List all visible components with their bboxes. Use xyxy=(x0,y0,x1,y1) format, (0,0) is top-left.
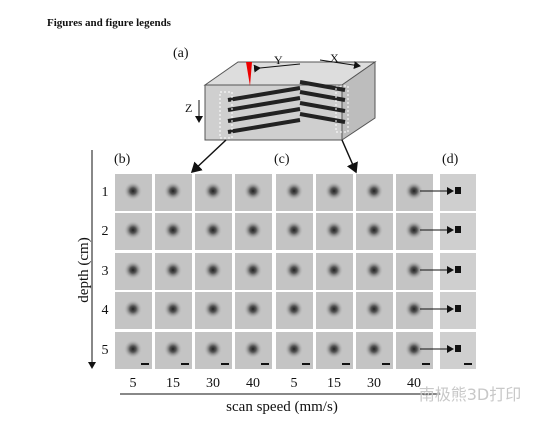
depth-label: 1 xyxy=(102,185,109,200)
depth-label: 2 xyxy=(102,224,109,239)
spot xyxy=(124,221,142,239)
scale-bar xyxy=(422,363,430,365)
spot xyxy=(325,340,343,358)
speed-label: 15 xyxy=(166,376,180,391)
spot xyxy=(325,261,343,279)
panel-label: (c) xyxy=(274,152,290,167)
pore xyxy=(455,187,461,194)
spot xyxy=(405,300,423,318)
scale-bar xyxy=(342,363,350,365)
depth-label: 4 xyxy=(102,303,109,318)
panel-label: (b) xyxy=(114,152,131,167)
spot xyxy=(365,261,383,279)
speed-label: 15 xyxy=(327,376,341,391)
depth-axis-label: depth (cm) xyxy=(76,237,92,302)
spot xyxy=(285,261,303,279)
spot xyxy=(365,300,383,318)
scale-bar xyxy=(261,363,269,365)
spot xyxy=(204,261,222,279)
spot xyxy=(325,182,343,200)
spot xyxy=(244,300,262,318)
spot xyxy=(204,221,222,239)
spot xyxy=(285,300,303,318)
axis-label: Z xyxy=(185,101,192,115)
depth-label: 5 xyxy=(102,343,109,358)
block-diagram xyxy=(190,59,377,174)
speed-label: 40 xyxy=(246,376,260,391)
pore xyxy=(455,345,461,352)
spot xyxy=(244,340,262,358)
scale-bar xyxy=(382,363,390,365)
page-title: Figures and figure legends xyxy=(47,17,172,29)
spot xyxy=(285,340,303,358)
spot xyxy=(204,182,222,200)
spot xyxy=(164,300,182,318)
spot xyxy=(164,340,182,358)
spot xyxy=(164,261,182,279)
panel-label: (d) xyxy=(442,152,459,167)
scale-bar xyxy=(302,363,310,365)
spot xyxy=(164,182,182,200)
panel-label: (a) xyxy=(173,46,189,61)
speed-label: 5 xyxy=(291,376,298,391)
spot xyxy=(325,300,343,318)
spot xyxy=(405,340,423,358)
spot xyxy=(365,340,383,358)
spot xyxy=(124,300,142,318)
pore xyxy=(455,226,461,233)
axis-label: Y xyxy=(274,53,283,67)
spot xyxy=(164,221,182,239)
spot xyxy=(204,300,222,318)
speed-axis-label: scan speed (mm/s) xyxy=(226,399,338,415)
scale-bar xyxy=(464,363,472,365)
speed-label: 30 xyxy=(206,376,220,391)
spot xyxy=(405,182,423,200)
speed-label: 5 xyxy=(130,376,137,391)
spot xyxy=(124,340,142,358)
spot xyxy=(124,182,142,200)
pore xyxy=(455,266,461,273)
spot xyxy=(365,221,383,239)
watermark: 南极熊3D打印 xyxy=(419,385,522,404)
axis-label: X xyxy=(330,51,339,65)
scale-bar xyxy=(141,363,149,365)
spot xyxy=(244,261,262,279)
speed-label: 30 xyxy=(367,376,381,391)
spot xyxy=(244,182,262,200)
depth-label: 3 xyxy=(102,264,109,279)
speed-label: 40 xyxy=(407,376,421,391)
spot xyxy=(405,261,423,279)
spot xyxy=(204,340,222,358)
spot xyxy=(124,261,142,279)
spot xyxy=(285,221,303,239)
spot xyxy=(325,221,343,239)
scale-bar xyxy=(221,363,229,365)
spot xyxy=(285,182,303,200)
spot xyxy=(405,221,423,239)
scale-bar xyxy=(181,363,189,365)
spot xyxy=(244,221,262,239)
pore xyxy=(455,305,461,312)
spot xyxy=(365,182,383,200)
